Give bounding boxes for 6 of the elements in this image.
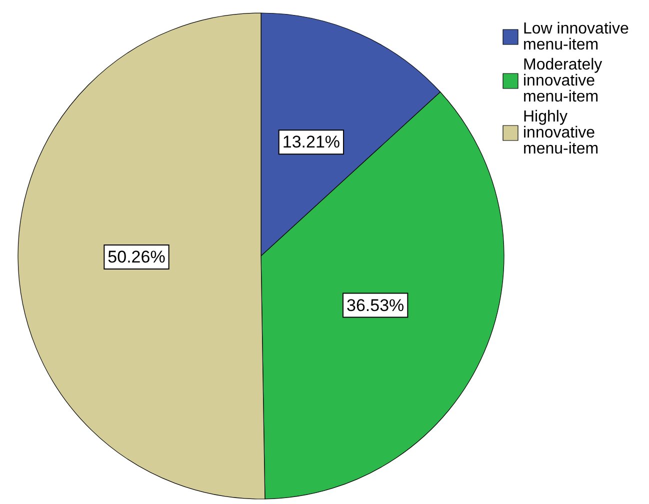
legend-label: Moderately innovative menu-item xyxy=(523,56,607,106)
legend-label: Highly innovative menu-item xyxy=(523,108,600,158)
legend-label: Low innovative menu-item xyxy=(523,20,634,54)
data-label: 13.21% xyxy=(282,132,340,152)
data-label: 50.26% xyxy=(108,248,166,267)
data-label: 36.53% xyxy=(346,296,404,315)
